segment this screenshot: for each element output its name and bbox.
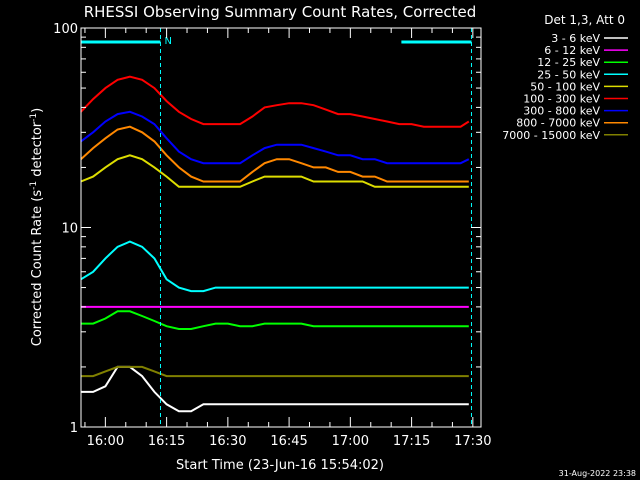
legend-label: 50 - 100 keV	[530, 80, 600, 93]
y-tick-label: 100	[53, 22, 78, 37]
y-tick-label: 1	[70, 421, 78, 436]
series-layer	[80, 75, 470, 413]
night-layer: N	[81, 28, 472, 427]
x-tick-label: 17:30	[454, 434, 491, 449]
legend-label: 100 - 300 keV	[523, 93, 600, 106]
night-bar-label: N	[164, 36, 171, 47]
series-12-25-kev	[80, 310, 469, 330]
x-tick-label: 16:15	[148, 434, 185, 449]
series-300-800-kev	[80, 110, 470, 165]
y-axis-label-main: Corrected Count Rate (s	[30, 190, 45, 347]
x-tick-label: 16:30	[209, 434, 246, 449]
legend-title: Det 1,3, Att 0	[544, 13, 625, 27]
series-3-6-kev	[80, 365, 469, 413]
legend-label: 25 - 50 keV	[537, 68, 600, 81]
legend-label: 12 - 25 keV	[537, 56, 600, 69]
y-axis-label-sup1: -1	[29, 181, 39, 190]
axes-layer: 1 10 100 16:00 16:15 16:30 16:45 17:00 17:15 17:3…	[53, 22, 491, 449]
y-tick-label: 10	[61, 222, 78, 237]
y-axis-label-mid: detector	[30, 121, 45, 181]
x-axis-label: Start Time (23-Jun-16 15:54:02)	[176, 458, 384, 473]
y-axis-label-sup2: -1	[29, 113, 39, 122]
x-tick-label: 16:45	[270, 434, 307, 449]
footer-timestamp: 31-Aug-2022 23:38	[559, 469, 636, 478]
series-800-7000-kev	[80, 125, 469, 183]
series-7000-15000-kev	[80, 365, 469, 378]
y-axis-label-end: )	[30, 108, 45, 113]
chart-title: RHESSI Observing Summary Count Rates, Co…	[84, 3, 477, 21]
x-tick-label: 16:00	[87, 434, 124, 449]
legend-label: 300 - 800 keV	[523, 105, 600, 118]
series-25-50-kev	[80, 240, 469, 293]
legend-label: 3 - 6 keV	[551, 32, 600, 45]
x-tick-label: 17:15	[393, 434, 430, 449]
legend-label: 7000 - 15000 keV	[502, 129, 600, 142]
x-tick-label: 17:00	[332, 434, 369, 449]
legend-label: 6 - 12 keV	[544, 44, 600, 57]
series-100-300-kev	[80, 75, 470, 128]
series-50-100-kev	[80, 154, 469, 188]
y-axis-label: Corrected Count Rate (s-1 detector-1)	[29, 108, 45, 346]
legend-label: 800 - 7000 keV	[516, 117, 600, 130]
